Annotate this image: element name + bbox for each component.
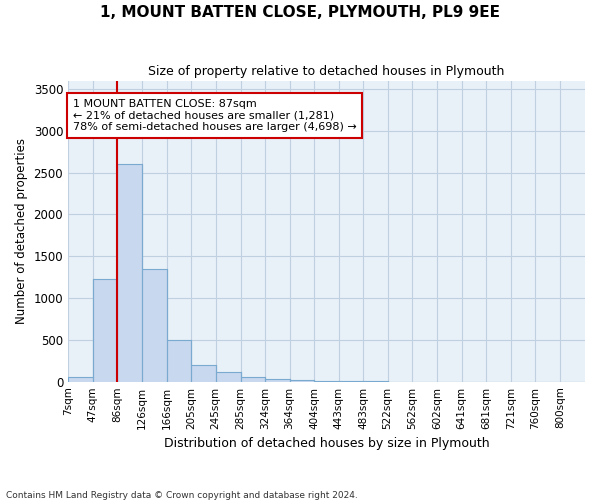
Text: Contains HM Land Registry data © Crown copyright and database right 2024.: Contains HM Land Registry data © Crown c… — [6, 490, 358, 500]
Text: 1, MOUNT BATTEN CLOSE, PLYMOUTH, PL9 9EE: 1, MOUNT BATTEN CLOSE, PLYMOUTH, PL9 9EE — [100, 5, 500, 20]
X-axis label: Distribution of detached houses by size in Plymouth: Distribution of detached houses by size … — [164, 437, 490, 450]
Text: 1 MOUNT BATTEN CLOSE: 87sqm
← 21% of detached houses are smaller (1,281)
78% of : 1 MOUNT BATTEN CLOSE: 87sqm ← 21% of det… — [73, 99, 357, 132]
Y-axis label: Number of detached properties: Number of detached properties — [15, 138, 28, 324]
Title: Size of property relative to detached houses in Plymouth: Size of property relative to detached ho… — [148, 65, 505, 78]
